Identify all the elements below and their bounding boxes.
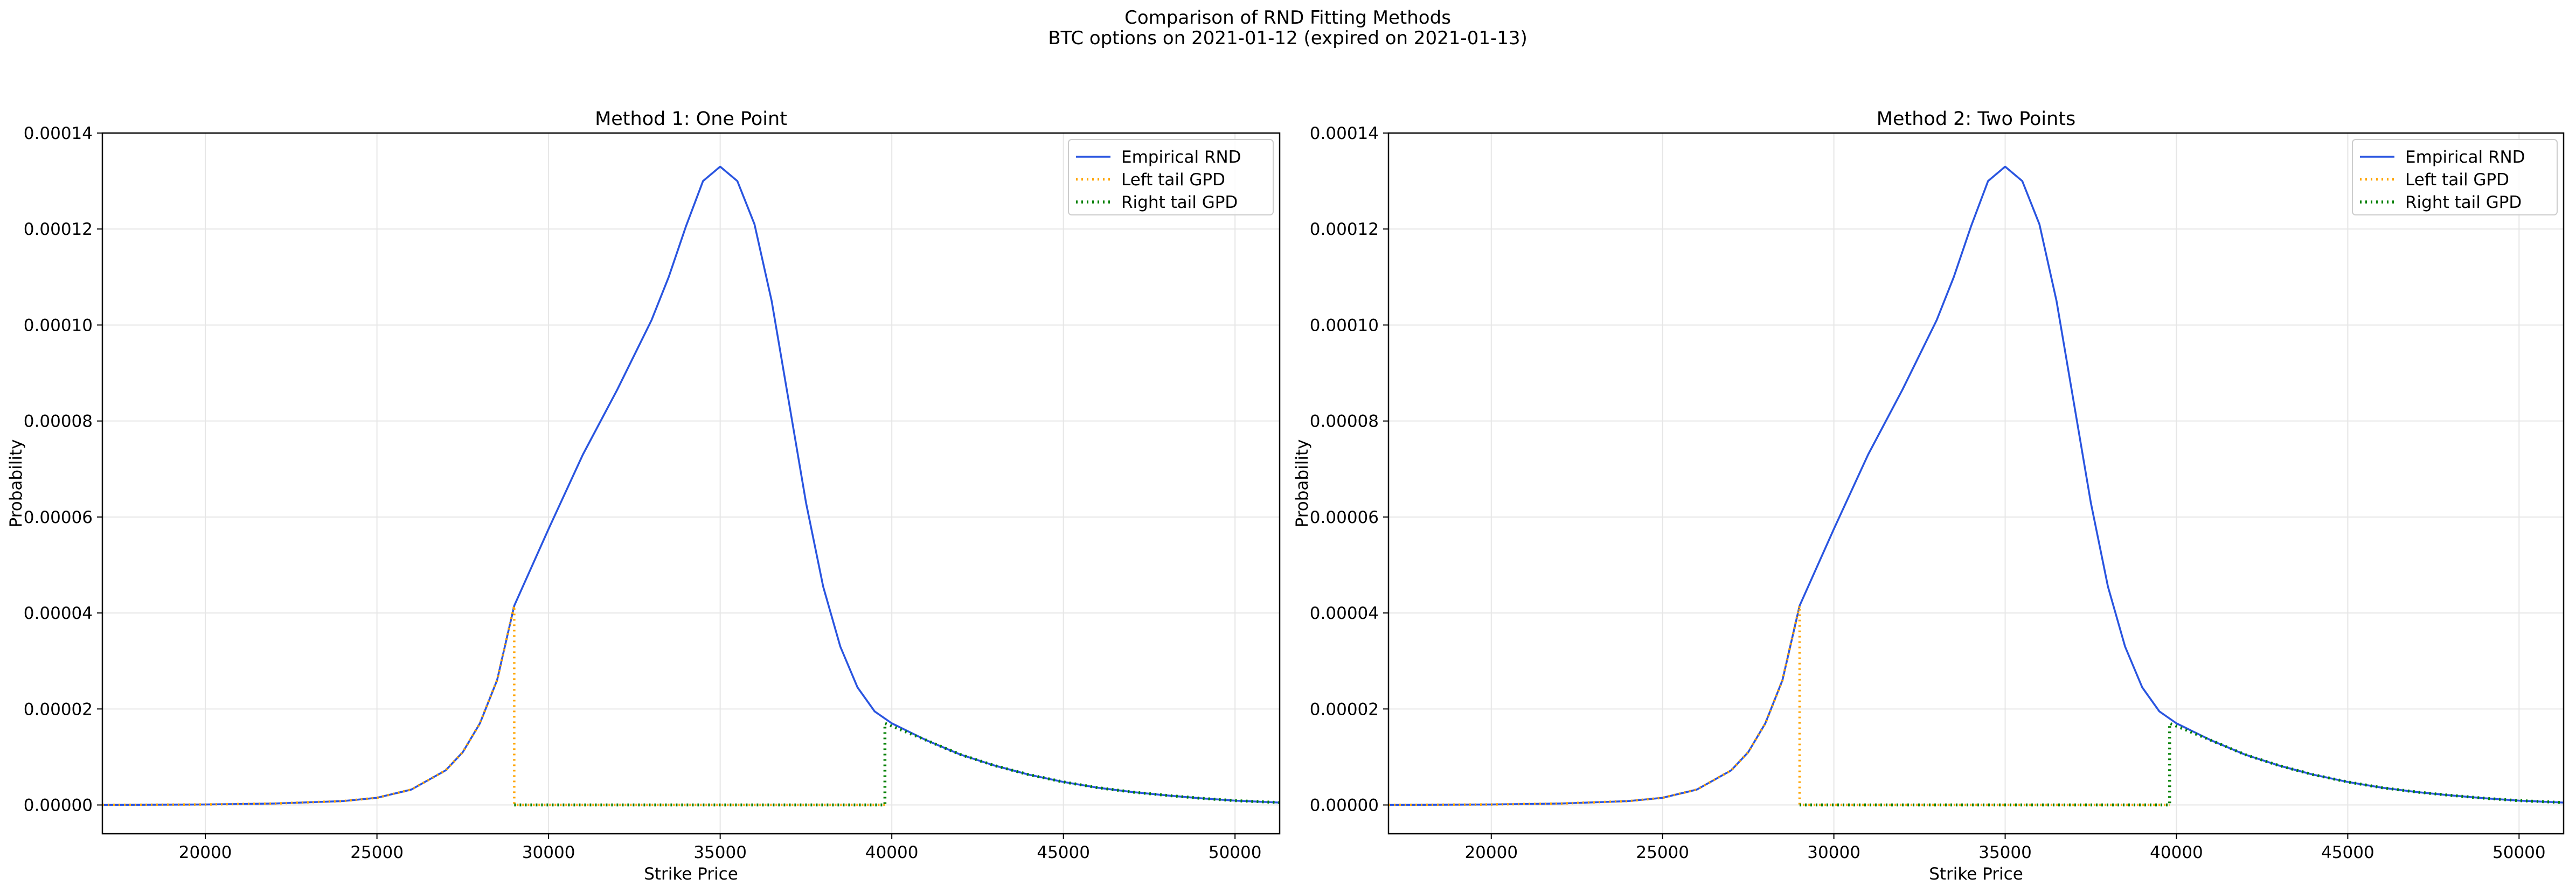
- panel-2-legend-label-right-tail-gpd: Right tail GPD: [2405, 193, 2522, 212]
- panel-2-ytick-label-4: 0.00008: [1310, 412, 1379, 431]
- panel-1-ytick-label-2: 0.00004: [24, 604, 93, 623]
- panel-2-legend-box: [2352, 139, 2558, 215]
- panel-1-ytick-label-7: 0.00014: [24, 124, 93, 143]
- suptitle-line-1: Comparison of RND Fitting Methods: [1124, 7, 1451, 29]
- panel-1-axes-frame: [101, 132, 1281, 835]
- panel-1-series: [102, 165, 1280, 807]
- panel-1-legend-label-left-tail-gpd: Left tail GPD: [1121, 170, 1225, 190]
- panel-2-axes-frame: [1387, 132, 2565, 835]
- panel-2-ytick-label-0: 0.00000: [1310, 796, 1379, 815]
- panel-2-xtick-label-6: 50000: [2492, 843, 2546, 862]
- panel-2-xtick-label-2: 30000: [1807, 843, 1860, 862]
- panel-1-ytick-label-0: 0.00000: [24, 796, 93, 815]
- panel-1-xtick-label-2: 30000: [522, 843, 575, 862]
- panel-1-ylabel: Probability: [6, 439, 26, 528]
- panel-2-xtick-label-0: 20000: [1464, 843, 1518, 862]
- panel-2-legend-label-empirical-rnd: Empirical RND: [2405, 148, 2525, 167]
- panel-1-title: Method 1: One Point: [595, 108, 787, 130]
- panel-1-legend-box: [1068, 139, 1274, 215]
- panel-2-xtick-label-4: 40000: [2150, 843, 2203, 862]
- suptitle-line-2: BTC options on 2021-01-12 (expired on 20…: [1048, 27, 1527, 49]
- panel-2-ytick-label-5: 0.00010: [1310, 316, 1379, 335]
- panel-2-ytick-label-1: 0.00002: [1310, 700, 1379, 719]
- panel-2-line-right-tail-gpd: [1800, 722, 2564, 807]
- panel-1-xtick-label-1: 25000: [350, 843, 404, 862]
- panel-1-ytick-label-6: 0.00012: [24, 220, 93, 239]
- panel-2-ytick-label-6: 0.00012: [1310, 220, 1379, 239]
- panel-1: 20000 25000 30000 35000 40000 45000 50000 0.000…: [6, 108, 1281, 884]
- panel-1-ytick-label-3: 0.00006: [24, 508, 93, 527]
- panel-1-xlabel: Strike Price: [644, 864, 738, 884]
- panel-2-legend-label-left-tail-gpd: Left tail GPD: [2405, 170, 2509, 190]
- panel-1-xtick-label-4: 40000: [865, 843, 919, 862]
- panel-1-xtick-label-5: 45000: [1037, 843, 1090, 862]
- panel-1-ytick-label-5: 0.00010: [24, 316, 93, 335]
- panel-1-ytick-label-1: 0.00002: [24, 700, 93, 719]
- panel-1-ytick-label-4: 0.00008: [24, 412, 93, 431]
- panel-2-xlabel: Strike Price: [1929, 864, 2023, 884]
- panel-2-series: [1388, 165, 2564, 807]
- panel-2: 20000 25000 30000 35000 40000 45000 50000 0.000…: [1293, 108, 2565, 884]
- panel-2-xtick-label-3: 35000: [1978, 843, 2032, 862]
- panel-2-ylabel: Probability: [1293, 439, 1312, 528]
- panel-2-ytick-label-2: 0.00004: [1310, 604, 1379, 623]
- panel-1-xtick-label-3: 35000: [693, 843, 747, 862]
- panel-1-legend: Empirical RND Left tail GPD Right tail GPD: [1068, 139, 1274, 215]
- panel-1-legend-label-empirical-rnd: Empirical RND: [1121, 148, 1241, 167]
- panel-2-xtick-label-5: 45000: [2321, 843, 2374, 862]
- panel-2-title: Method 2: Two Points: [1877, 108, 2075, 130]
- panel-2-legend: Empirical RND Left tail GPD Right tail GPD: [2352, 139, 2558, 215]
- panel-1-xtick-label-6: 50000: [1209, 843, 1262, 862]
- panel-2-ytick-label-3: 0.00006: [1310, 508, 1379, 527]
- panel-1-legend-label-right-tail-gpd: Right tail GPD: [1121, 193, 1238, 212]
- panel-1-xtick-label-0: 20000: [179, 843, 232, 862]
- chart-panels: 20000 25000 30000 35000 40000 45000 50000 0.000…: [6, 108, 2565, 884]
- panel-2-ytick-label-7: 0.00014: [1310, 124, 1379, 143]
- panel-2-xtick-label-1: 25000: [1636, 843, 1689, 862]
